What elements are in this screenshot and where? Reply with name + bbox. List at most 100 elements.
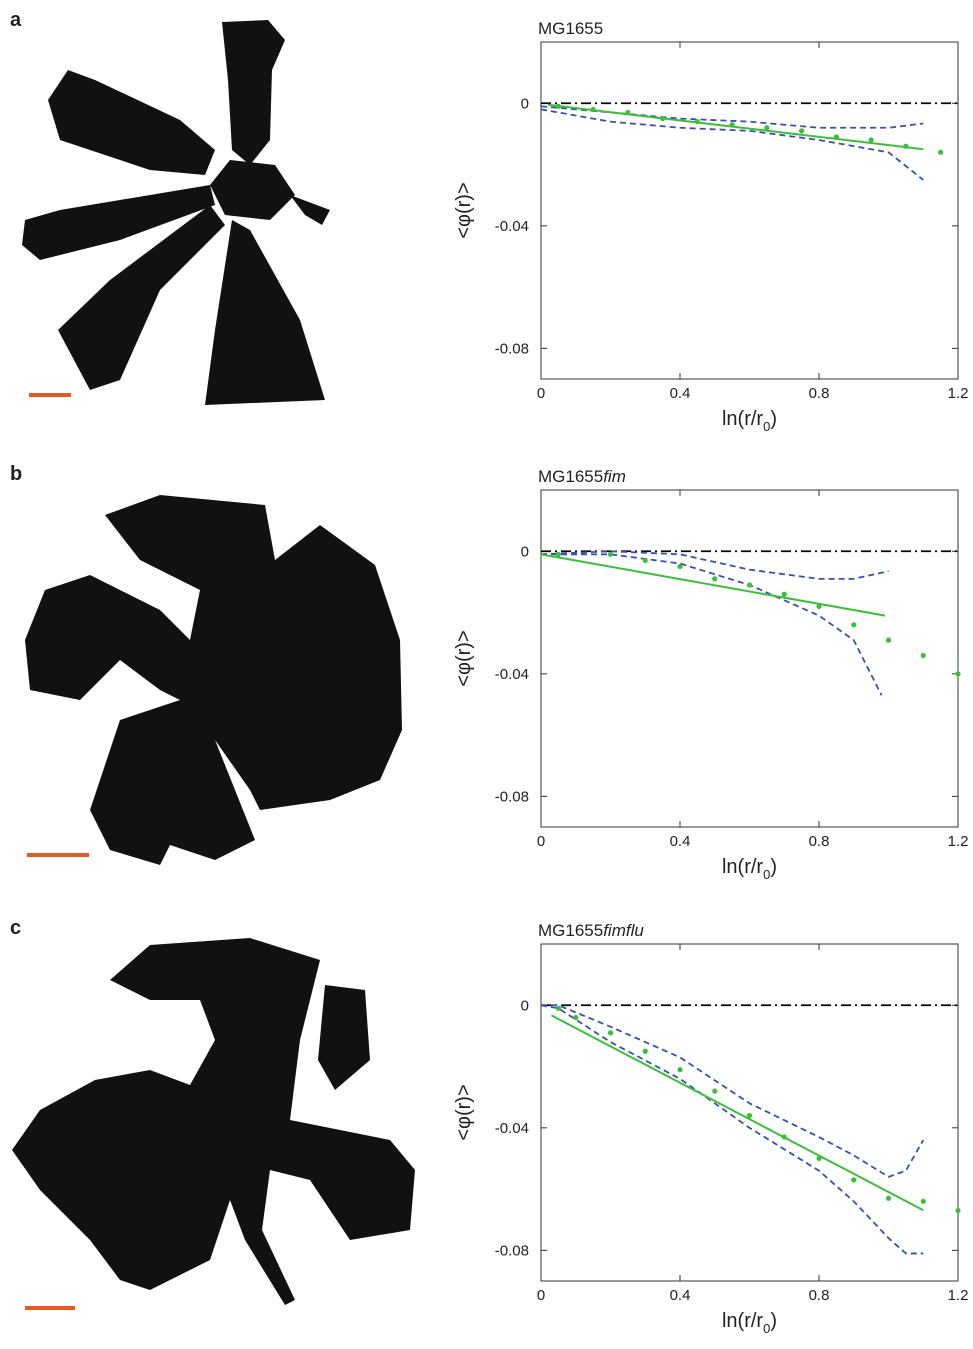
- x-axis-label: ln(r/r0): [722, 408, 777, 434]
- data-dot: [607, 1030, 614, 1036]
- x-tick-label: 0: [537, 385, 545, 402]
- data-dot: [816, 603, 822, 610]
- data-dot: [920, 652, 926, 659]
- x-label-part: ): [770, 856, 777, 878]
- x-tick-label: 0.4: [670, 1287, 691, 1304]
- x-label-part: 0: [763, 419, 770, 434]
- data-dot: [712, 1088, 718, 1094]
- scale-bar: [27, 853, 89, 857]
- data-dot: [712, 576, 718, 582]
- data-dot: [590, 106, 596, 112]
- data-dot: [642, 557, 648, 564]
- chart-title: MG1655fim: [538, 467, 626, 486]
- title-part: MG1655: [538, 19, 603, 38]
- data-dot: [677, 1067, 683, 1073]
- x-tick-label: 1.2: [948, 833, 969, 850]
- y-tick-label: 0: [521, 997, 529, 1014]
- title-part: fim: [603, 467, 626, 486]
- x-tick-label: 0.8: [809, 1287, 830, 1304]
- data-dot: [781, 1134, 787, 1140]
- chart-title: MG1655fimflu: [538, 921, 644, 940]
- x-label-part: ln(r/r: [722, 856, 763, 878]
- title-part: MG1655: [538, 467, 603, 486]
- y-tick-label: 0: [521, 95, 529, 112]
- data-dot: [660, 115, 666, 122]
- data-dot: [781, 591, 787, 597]
- title-part: fimflu: [603, 921, 644, 940]
- title-part: MG1655: [538, 921, 603, 940]
- x-label-part: 0: [763, 867, 770, 882]
- data-line: [540, 553, 886, 617]
- y-axis-label: <φ(r)>: [453, 182, 475, 238]
- data-dot: [868, 137, 874, 143]
- x-label-part: ): [770, 1310, 777, 1332]
- data-dot: [851, 1177, 857, 1183]
- x-tick-label: 0: [537, 1287, 545, 1304]
- data-dot: [729, 122, 735, 128]
- x-label-part: ): [770, 408, 777, 430]
- y-tick-label: -0.04: [495, 218, 529, 235]
- colony-b: [25, 495, 402, 865]
- data-dot: [903, 143, 909, 149]
- data-dot: [851, 622, 857, 628]
- data-line: [541, 553, 883, 696]
- y-tick-label: -0.04: [495, 666, 529, 683]
- data-dot: [677, 563, 683, 570]
- data-dot: [555, 103, 561, 109]
- data-dot: [694, 119, 700, 125]
- data-dot: [833, 134, 839, 140]
- data-dot: [555, 551, 561, 557]
- panel-label: a: [10, 9, 22, 31]
- data-line: [541, 1004, 925, 1178]
- data-dot: [746, 1112, 753, 1119]
- colony-c: [12, 938, 415, 1305]
- x-label-part: ln(r/r: [722, 1310, 763, 1332]
- data-dot: [885, 637, 892, 643]
- data-dot: [625, 109, 631, 116]
- data-dot: [799, 128, 805, 134]
- chart-title: MG1655: [538, 19, 603, 38]
- y-tick-label: 0: [521, 543, 529, 560]
- data-dot: [607, 551, 614, 557]
- panel-label: b: [10, 463, 22, 485]
- data-dot: [764, 125, 770, 131]
- y-tick-label: -0.08: [495, 1242, 529, 1259]
- panel-label: c: [10, 917, 21, 939]
- data-line: [540, 108, 924, 181]
- x-tick-label: 0.4: [670, 385, 691, 402]
- data-line: [540, 550, 889, 580]
- plot-frame: [540, 943, 959, 1282]
- data-dot: [816, 1155, 822, 1162]
- plot-frame: [540, 41, 959, 380]
- y-tick-label: -0.08: [495, 340, 529, 357]
- scale-bar: [25, 1306, 75, 1310]
- data-line: [547, 103, 924, 151]
- y-axis-label: <φ(r)>: [453, 1084, 475, 1140]
- data-dot: [555, 1005, 561, 1011]
- data-dot: [955, 1207, 961, 1214]
- x-tick-label: 1.2: [948, 1287, 969, 1304]
- y-tick-label: -0.04: [495, 1120, 529, 1137]
- x-tick-label: 0: [537, 833, 545, 850]
- x-tick-label: 0.8: [809, 385, 830, 402]
- y-tick-label: -0.08: [495, 788, 529, 805]
- x-tick-label: 1.2: [948, 385, 969, 402]
- x-tick-label: 0.8: [809, 833, 830, 850]
- plot-frame: [540, 489, 959, 828]
- data-dot: [642, 1048, 648, 1054]
- x-label-part: ln(r/r: [722, 408, 763, 430]
- data-line: [550, 1014, 924, 1212]
- data-line: [540, 1004, 924, 1255]
- y-axis-label: <φ(r)>: [453, 630, 475, 686]
- data-dot: [885, 1195, 892, 1201]
- data-dot: [955, 671, 961, 677]
- data-dot: [573, 1014, 579, 1021]
- colony-a: [22, 20, 330, 405]
- x-label-part: 0: [763, 1321, 770, 1336]
- x-tick-label: 0.4: [670, 833, 691, 850]
- x-axis-label: ln(r/r0): [722, 1310, 777, 1336]
- scale-bar: [29, 393, 71, 397]
- data-dot: [920, 1198, 926, 1204]
